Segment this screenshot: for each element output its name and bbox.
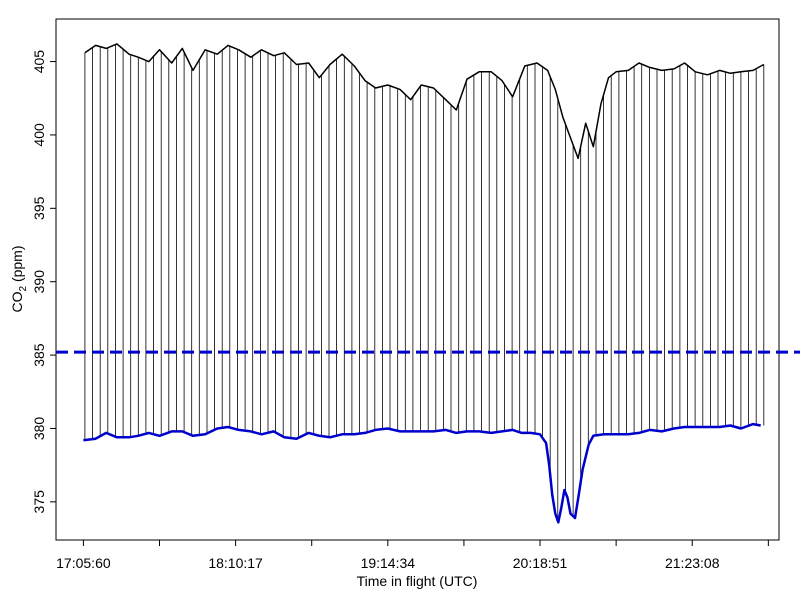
x-axis-title: Time in flight (UTC) [357,573,478,589]
plot-frame [55,18,780,541]
y-axis-title-prefix: CO [9,291,25,312]
x-tick-label: 17:05:60 [56,555,111,571]
y-tick-label: 385 [31,343,47,367]
x-tick-label: 19:14:34 [361,555,416,571]
profile-lines [84,44,765,522]
lower-envelope-line [83,422,761,524]
y-tick-label: 380 [31,417,47,441]
y-axis: 375 380 385 390 395 400 405 [31,50,56,514]
y-tick-label: 390 [31,270,47,294]
y-tick-label: 405 [31,50,47,74]
series-layer [56,43,800,524]
x-tick-label: 21:23:08 [665,555,720,571]
y-tick-label: 400 [31,123,47,147]
y-axis-title-suffix: (ppm) [9,245,25,285]
upper-envelope-line [84,43,765,160]
x-tick-label: 20:18:51 [513,555,568,571]
y-axis-title: CO2 (ppm) [9,245,29,312]
y-axis-title-subscript: 2 [18,286,29,292]
x-axis: 17:05:60 18:10:17 19:14:34 20:18:51 21:23:08 [56,540,769,571]
x-tick-label: 18:10:17 [208,555,263,571]
y-tick-label: 395 [31,196,47,220]
y-tick-label: 375 [31,490,47,514]
